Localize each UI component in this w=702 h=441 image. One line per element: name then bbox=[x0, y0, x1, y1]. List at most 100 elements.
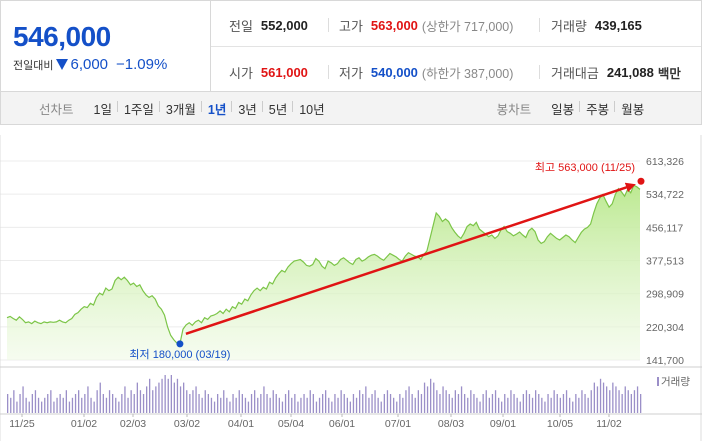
current-price: 546,000 bbox=[13, 21, 111, 52]
volume-bar bbox=[47, 394, 49, 413]
volume-bar bbox=[337, 397, 339, 413]
volume-bar bbox=[207, 394, 209, 413]
volume-bar bbox=[423, 382, 426, 413]
tab-1-week[interactable]: 1주일 bbox=[116, 99, 160, 118]
volume-bar bbox=[142, 394, 145, 413]
volume-bar bbox=[62, 397, 64, 413]
volume-bar bbox=[297, 401, 299, 413]
volume-bar bbox=[359, 390, 361, 413]
volume-bar bbox=[192, 390, 194, 413]
volume-bar bbox=[636, 386, 639, 413]
price-summary: 546,000 전일대비 6,000 −1.09% 전일 552,000 고가 … bbox=[0, 0, 702, 92]
volume-bar bbox=[454, 390, 456, 413]
volume-bar bbox=[590, 390, 592, 413]
volume-bar bbox=[226, 397, 228, 413]
volume-bar bbox=[254, 390, 256, 413]
volume-bar bbox=[501, 401, 503, 413]
tab-daily-candle[interactable]: 일봉 bbox=[551, 102, 575, 117]
x-tick-label: 03/02 bbox=[174, 418, 200, 430]
min-point-marker bbox=[176, 340, 184, 348]
tab-10-years[interactable]: 10년 bbox=[292, 99, 330, 118]
volume-bar bbox=[68, 401, 71, 413]
volume-bar bbox=[618, 390, 620, 413]
volume-bar bbox=[325, 390, 327, 413]
volume-bar bbox=[291, 397, 293, 413]
volume-bar bbox=[90, 397, 92, 413]
volume-bar bbox=[241, 394, 243, 413]
stat-high: 고가 563,000 (상한가 717,000) bbox=[339, 16, 513, 35]
tab-1-day[interactable]: 1일 bbox=[93, 102, 112, 117]
volume-bar bbox=[362, 394, 364, 413]
high-label: 고가 bbox=[339, 19, 363, 34]
volume-bar bbox=[547, 394, 549, 413]
volume-bar bbox=[414, 397, 416, 413]
volume-bar bbox=[74, 394, 77, 413]
volume-bar bbox=[538, 394, 540, 413]
volume-bar bbox=[238, 390, 240, 413]
volume-bar bbox=[44, 397, 46, 413]
open-value: 561,000 bbox=[260, 65, 308, 80]
tab-weekly-candle[interactable]: 주봉 bbox=[579, 99, 615, 118]
volume-value: 439,165 bbox=[594, 18, 642, 33]
volume-bar bbox=[34, 390, 37, 413]
volume-bar bbox=[575, 394, 577, 413]
volume-bar bbox=[306, 397, 308, 413]
tab-5-years[interactable]: 5년 bbox=[261, 99, 293, 118]
volume-legend-marker bbox=[657, 377, 659, 386]
volume-bar bbox=[161, 378, 163, 413]
volume-bar bbox=[504, 394, 506, 413]
tab-monthly-candle[interactable]: 월봉 bbox=[614, 99, 650, 118]
volume-bar bbox=[84, 394, 86, 413]
volume-bar bbox=[331, 401, 333, 413]
y-tick-label: 456,117 bbox=[646, 222, 683, 234]
volume-bar bbox=[31, 394, 33, 413]
change-percent: −1.09% bbox=[116, 56, 168, 73]
volume-bar bbox=[593, 382, 595, 413]
stat-separator bbox=[539, 65, 540, 79]
volume-bar bbox=[633, 390, 636, 413]
price-chart[interactable]: 613,326 534,722 456,117 377,513 298,909 220,3… bbox=[0, 125, 702, 441]
low-label: 저가 bbox=[339, 66, 363, 81]
volume-bar bbox=[136, 382, 138, 413]
volume-bar bbox=[328, 397, 330, 413]
volume-bar bbox=[420, 394, 423, 413]
x-axis-ticks: 11/25 01/02 02/03 03/02 04/01 05/04 06/01 07/01… bbox=[9, 414, 622, 430]
volume-bar bbox=[312, 394, 314, 413]
tab-1-year[interactable]: 1년 bbox=[200, 99, 232, 118]
volume-bar bbox=[550, 397, 552, 413]
volume-bar bbox=[130, 390, 132, 413]
volume-bar bbox=[374, 390, 376, 413]
volume-bar bbox=[494, 390, 497, 413]
volume-bar bbox=[457, 394, 460, 413]
volume-bar bbox=[442, 386, 444, 413]
volume-legend: 거래량 bbox=[661, 376, 690, 388]
volume-bar bbox=[640, 394, 642, 413]
price-line bbox=[6, 184, 641, 345]
volume-bar bbox=[516, 397, 518, 413]
volume-bar bbox=[556, 394, 558, 413]
volume-bar bbox=[99, 382, 101, 413]
volume-bar bbox=[167, 378, 169, 413]
tab-3-years[interactable]: 3년 bbox=[231, 99, 262, 118]
x-tick-label: 10/05 bbox=[547, 418, 573, 430]
volume-bar bbox=[50, 390, 52, 413]
x-tick-label: 06/01 bbox=[329, 418, 355, 430]
volume-bar bbox=[525, 390, 528, 413]
tab-3-months[interactable]: 3개월 bbox=[158, 99, 202, 118]
max-annotation: 최고 563,000 (11/25) bbox=[535, 161, 635, 174]
price-stats: 전일 552,000 고가 563,000 (상한가 717,000) 거래량 … bbox=[211, 1, 701, 91]
amount-value: 241,088 bbox=[606, 65, 654, 80]
stat-open: 시가 561,000 bbox=[229, 63, 308, 82]
volume-bar bbox=[87, 386, 89, 413]
volume-bar bbox=[309, 390, 311, 413]
volume-bar bbox=[476, 397, 478, 413]
volume-bar bbox=[229, 401, 231, 413]
volume-bar bbox=[565, 390, 568, 413]
volume-bar bbox=[386, 390, 389, 413]
volume-bar bbox=[621, 394, 623, 413]
y-tick-label: 220,304 bbox=[646, 322, 684, 334]
volume-bar bbox=[124, 386, 126, 413]
volume-bar bbox=[470, 390, 472, 413]
volume-bar bbox=[426, 386, 429, 413]
volume-bar bbox=[217, 394, 219, 413]
